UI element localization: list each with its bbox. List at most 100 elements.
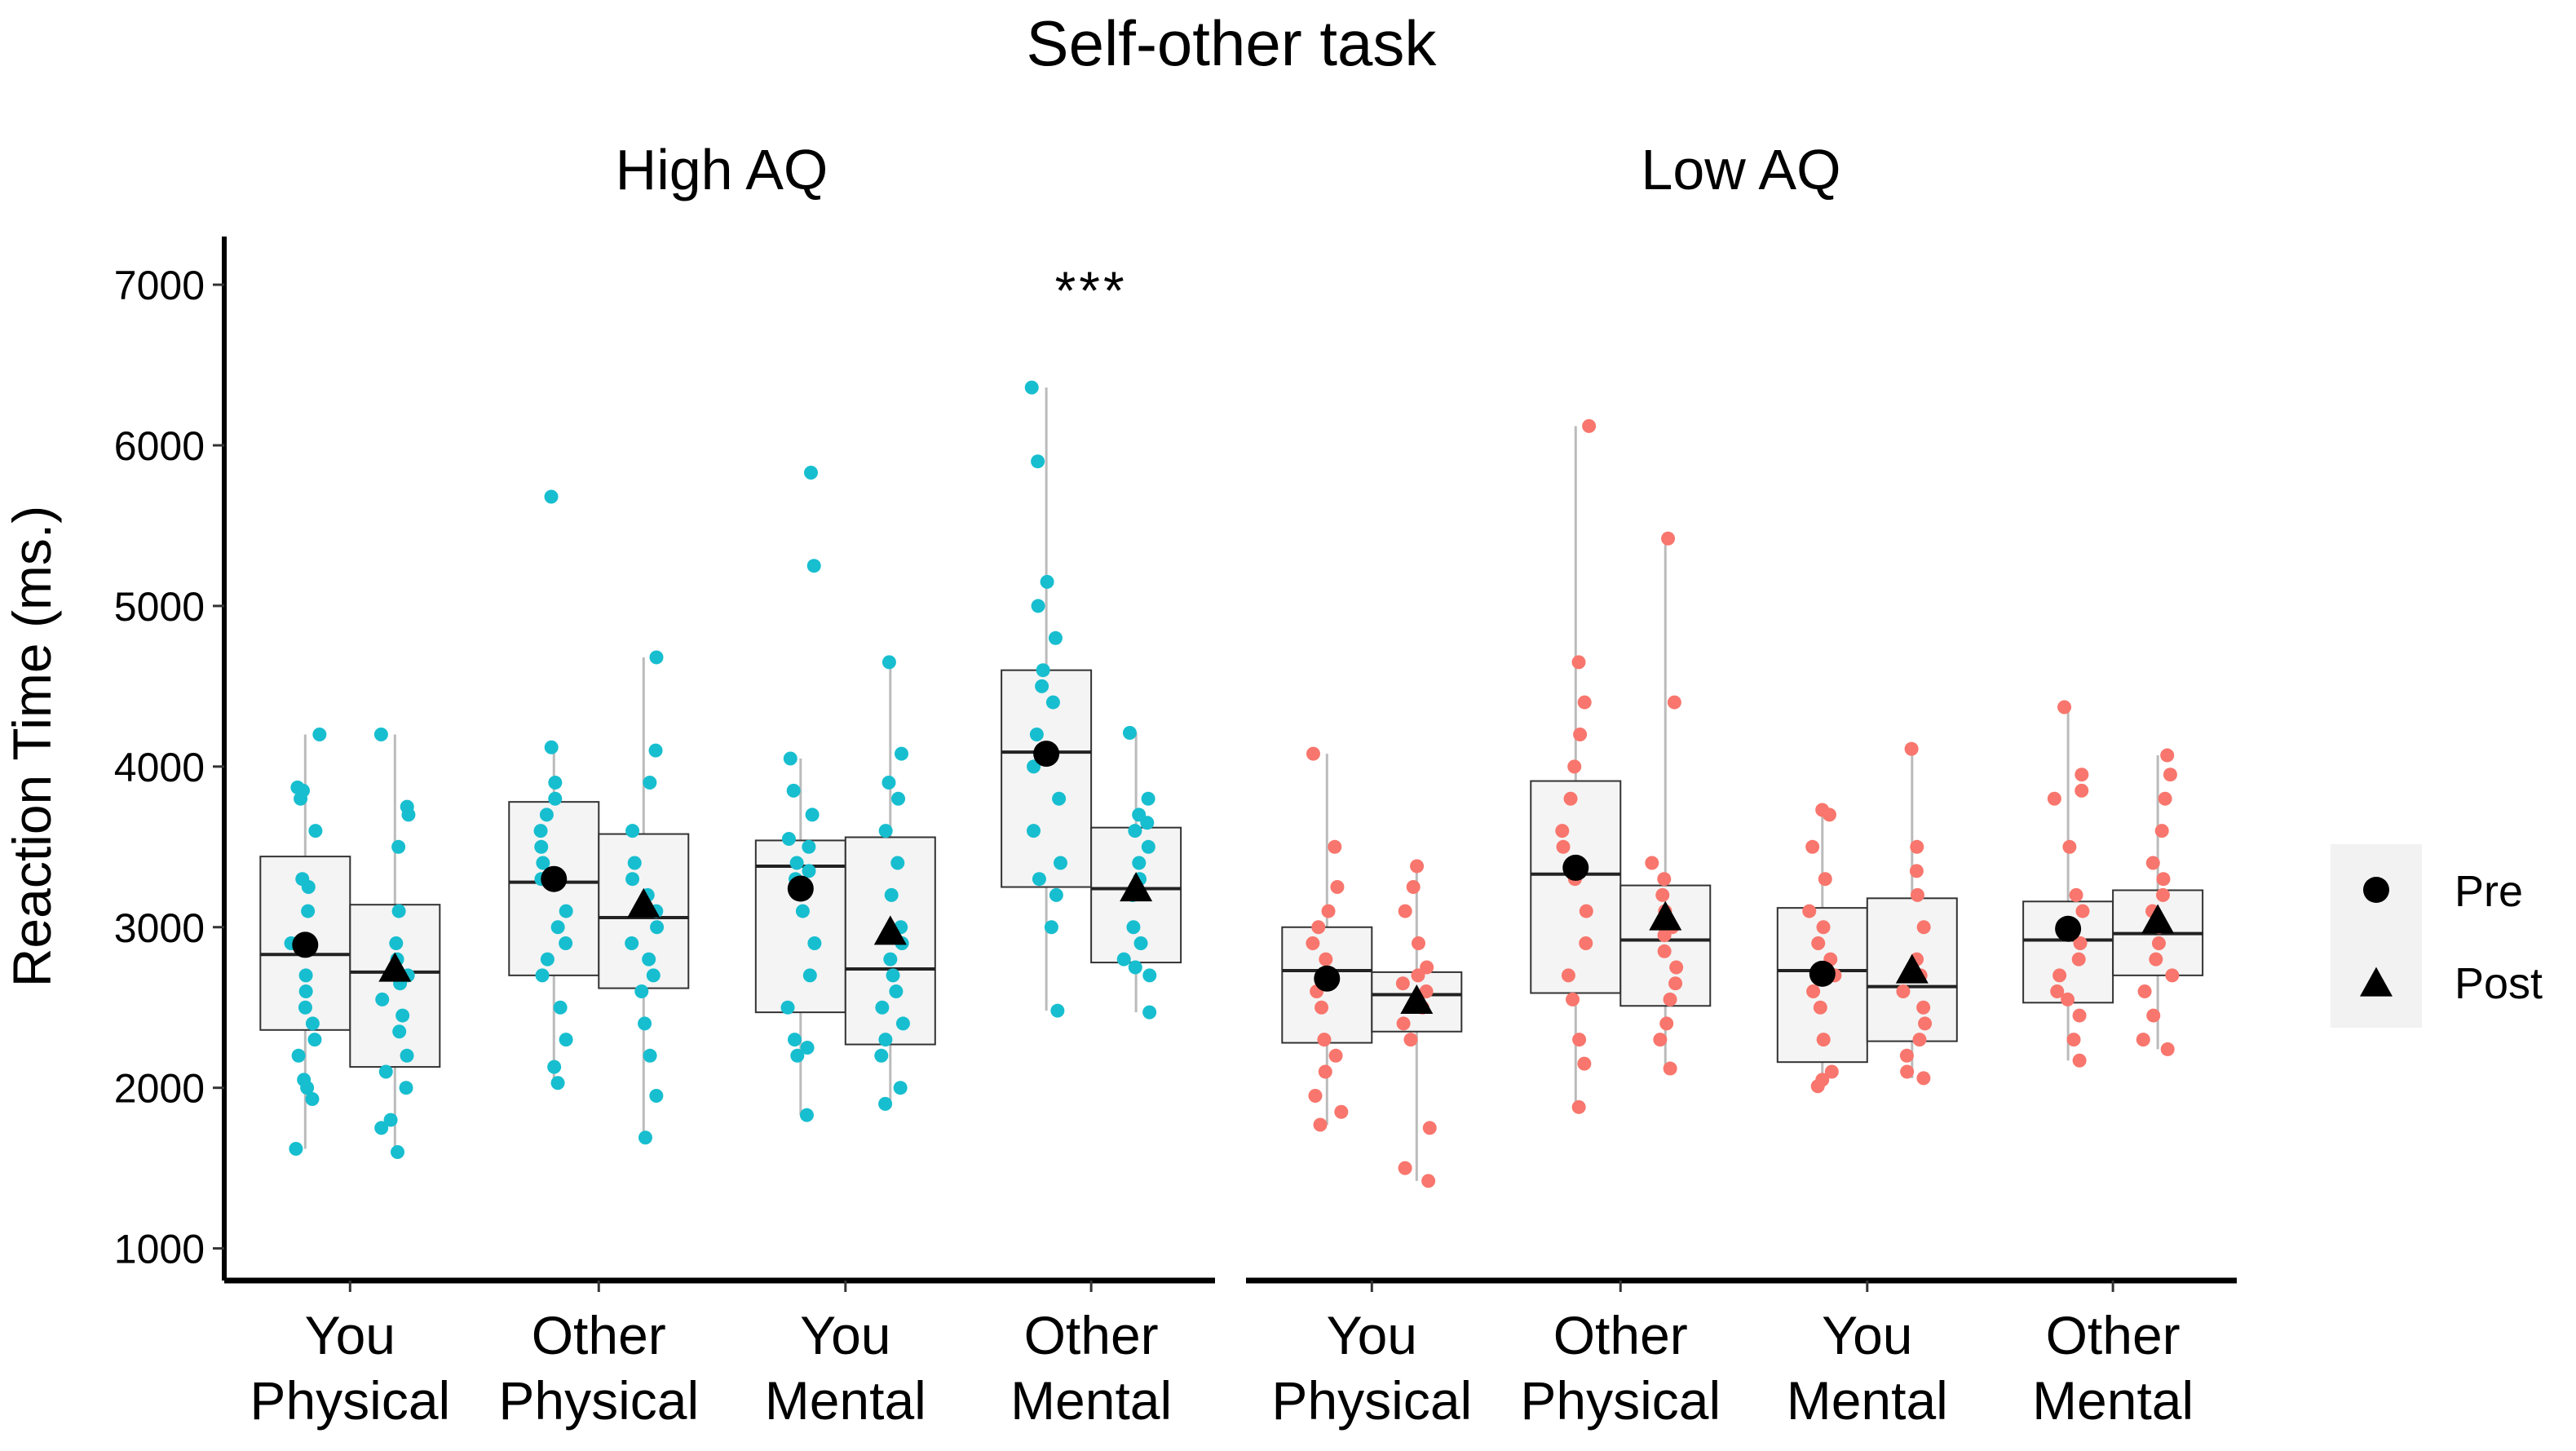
data-point [375,992,390,1006]
box-post-cat0 [349,727,441,1159]
data-point [1040,574,1054,589]
panel-title: High AQ [616,138,828,201]
data-point [2072,1053,2087,1068]
data-point [1048,630,1063,645]
data-point [803,465,818,480]
data-point [305,1016,320,1031]
data-point [802,968,817,983]
data-point [1816,920,1831,935]
x-tick-label-line1: Other [1024,1305,1159,1365]
x-tick-label-line2: Physical [1271,1370,1472,1431]
data-point [2061,992,2075,1006]
y-tick-label: 6000 [114,423,205,469]
data-point [1328,839,1342,854]
x-tick-label-line2: Mental [1787,1370,1948,1431]
data-point [1406,880,1421,895]
data-point [884,887,899,902]
x-tick-label-line1: You [1822,1305,1912,1365]
legend-key-circle [2363,877,2389,903]
data-point [1563,791,1578,806]
data-point [2160,748,2175,763]
mean-marker-pre [292,931,319,958]
data-point [535,968,550,983]
data-point [783,751,798,766]
mean-marker-pre [1033,741,1060,768]
data-point [1571,1099,1586,1114]
data-point [881,655,896,670]
data-point [878,1033,893,1047]
x-tick-label-line1: Other [1553,1305,1688,1365]
data-point [1319,952,1333,967]
data-point [392,1024,407,1039]
mean-marker-post [873,915,907,945]
mean-marker-pre [787,875,814,902]
legend-label: Post [2454,959,2543,1008]
data-point [1031,454,1045,469]
data-point [2074,768,2089,782]
data-point [1909,864,1924,878]
x-tick-label-line2: Mental [765,1370,926,1431]
box-post-cat3 [1090,725,1182,1020]
data-point [2137,984,2152,999]
box-pre-cat0 [259,727,351,1157]
data-point [1904,741,1919,756]
panel-title: Low AQ [1641,138,1840,201]
data-point [875,1000,890,1015]
data-point [2155,887,2170,902]
box-iqr [1530,780,1622,994]
significance-annotation: *** [1055,260,1128,321]
data-point [1128,824,1142,838]
data-point [874,1048,889,1063]
data-point [890,856,905,870]
data-point [1403,1033,1418,1047]
data-point [395,1008,410,1023]
data-point [2136,1033,2150,1047]
data-point [305,1091,320,1106]
data-point [1044,920,1058,935]
data-point [312,727,327,741]
data-point [389,936,404,950]
data-point [378,1064,393,1079]
legend: Pre Post [2331,844,2543,1028]
data-point [1657,872,1672,887]
data-point [1321,904,1336,918]
data-point [548,791,563,806]
data-point [1566,992,1580,1006]
data-point [806,559,821,573]
data-point [1657,944,1672,958]
data-point [308,824,323,838]
data-point [2073,936,2088,950]
data-point [1669,960,1684,975]
data-point [383,1113,398,1127]
data-point [1311,920,1326,935]
data-point [2154,824,2169,838]
data-point [802,864,816,878]
data-point [1318,1064,1332,1079]
legend-label: Pre [2454,867,2523,916]
data-point [1896,984,1911,999]
data-point [1815,803,1830,817]
data-point [802,839,816,854]
data-point [1572,1033,1587,1047]
data-point [391,839,406,854]
data-point [781,831,796,846]
data-point [1579,904,1593,918]
data-point [533,824,548,838]
x-tick-label-line2: Physical [250,1370,450,1431]
data-point [1122,725,1137,740]
box-pre-cat3 [2022,700,2114,1068]
data-point [1031,599,1045,613]
data-point [1663,1061,1677,1076]
data-point [1049,887,1063,902]
data-point [1411,968,1425,983]
data-point [1571,655,1586,670]
data-point [1802,904,1817,918]
data-point [1818,872,1832,887]
x-tick-label-line1: You [800,1305,890,1365]
data-point [298,1000,312,1015]
box-pre-cat3 [1001,380,1093,1018]
data-point [638,1130,652,1145]
mean-marker-pre [1562,854,1589,881]
data-point [2050,984,2065,999]
